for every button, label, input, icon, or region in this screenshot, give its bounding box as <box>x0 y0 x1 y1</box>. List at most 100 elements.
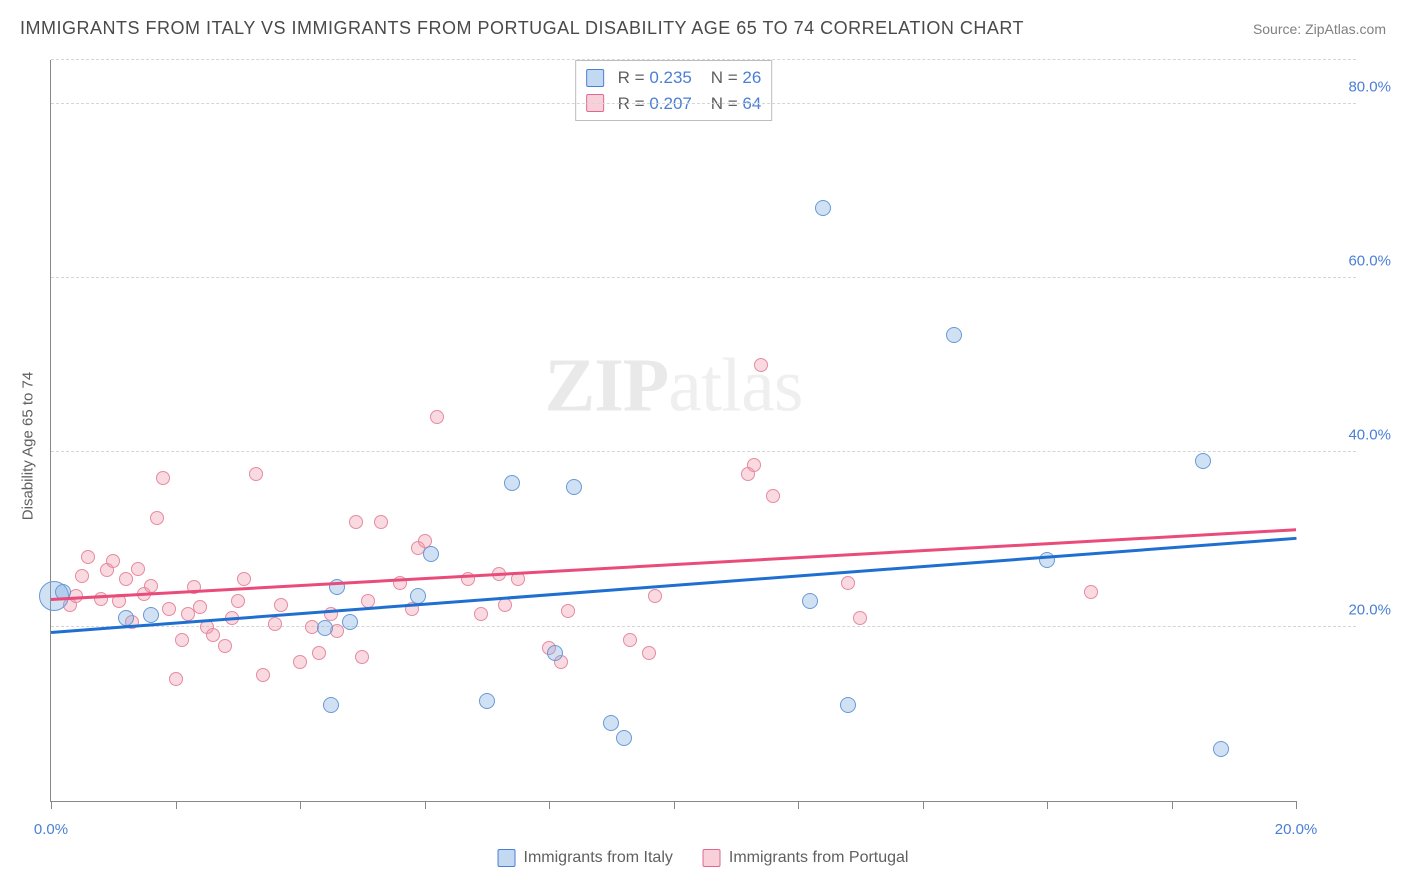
watermark-bold: ZIP <box>545 344 669 428</box>
data-point-portugal <box>418 534 432 548</box>
x-tick <box>674 801 675 809</box>
data-point-italy <box>118 610 134 626</box>
data-point-italy <box>317 620 333 636</box>
data-point-portugal <box>305 620 319 634</box>
r-value-italy: 0.235 <box>649 68 692 87</box>
watermark-light: atlas <box>668 344 802 428</box>
stats-legend-box: R = 0.235 N = 26 R = 0.207 N = 64 <box>575 60 773 121</box>
data-point-portugal <box>1084 585 1098 599</box>
data-point-italy <box>423 546 439 562</box>
data-point-italy <box>547 645 563 661</box>
r-label: R = <box>618 68 650 87</box>
grid-line <box>51 277 1356 278</box>
data-point-portugal <box>268 617 282 631</box>
data-point-portugal <box>256 668 270 682</box>
data-point-portugal <box>623 633 637 647</box>
data-point-portugal <box>231 594 245 608</box>
data-point-portugal <box>474 607 488 621</box>
data-point-portugal <box>144 579 158 593</box>
data-point-portugal <box>274 598 288 612</box>
data-point-italy <box>342 614 358 630</box>
data-point-portugal <box>411 541 425 555</box>
data-point-portugal <box>430 410 444 424</box>
x-tick <box>1172 801 1173 809</box>
x-tick <box>176 801 177 809</box>
data-point-portugal <box>81 550 95 564</box>
trend-line-portugal <box>51 528 1296 600</box>
x-tick <box>923 801 924 809</box>
legend-item-portugal: Immigrants from Portugal <box>703 849 909 867</box>
y-tick-label: 80.0% <box>1331 78 1391 95</box>
data-point-portugal <box>63 598 77 612</box>
legend-label-italy: Immigrants from Italy <box>524 849 673 867</box>
data-point-portugal <box>175 633 189 647</box>
data-point-portugal <box>162 602 176 616</box>
data-point-portugal <box>766 489 780 503</box>
data-point-italy <box>840 697 856 713</box>
data-point-portugal <box>542 641 556 655</box>
swatch-italy-icon <box>586 69 604 87</box>
data-point-italy <box>802 593 818 609</box>
data-point-portugal <box>349 515 363 529</box>
y-tick-label: 20.0% <box>1331 601 1391 618</box>
x-tick <box>1047 801 1048 809</box>
trend-line-italy <box>51 537 1296 634</box>
x-tick <box>300 801 301 809</box>
watermark: ZIPatlas <box>545 343 803 430</box>
x-tick <box>425 801 426 809</box>
data-point-italy <box>946 327 962 343</box>
x-tick <box>51 801 52 809</box>
data-point-portugal <box>181 607 195 621</box>
data-point-portugal <box>498 598 512 612</box>
chart-title: IMMIGRANTS FROM ITALY VS IMMIGRANTS FROM… <box>20 18 1024 39</box>
data-point-portugal <box>361 594 375 608</box>
data-point-italy <box>1213 741 1229 757</box>
swatch-portugal-icon <box>703 849 721 867</box>
series-legend: Immigrants from Italy Immigrants from Po… <box>498 849 909 867</box>
data-point-italy <box>1195 453 1211 469</box>
stats-row-italy: R = 0.235 N = 26 <box>586 65 762 91</box>
data-point-portugal <box>218 639 232 653</box>
data-point-portugal <box>741 467 755 481</box>
data-point-portugal <box>193 600 207 614</box>
data-point-portugal <box>293 655 307 669</box>
data-point-italy <box>603 715 619 731</box>
y-tick-label: 40.0% <box>1331 427 1391 444</box>
legend-item-italy: Immigrants from Italy <box>498 849 673 867</box>
data-point-portugal <box>754 358 768 372</box>
chart-source: Source: ZipAtlas.com <box>1253 21 1386 37</box>
data-point-portugal <box>131 562 145 576</box>
scatter-plot-area: ZIPatlas R = 0.235 N = 26 R = 0.207 N = … <box>50 60 1296 802</box>
data-point-italy <box>143 607 159 623</box>
data-point-portugal <box>841 576 855 590</box>
data-point-portugal <box>75 569 89 583</box>
y-axis-title: Disability Age 65 to 74 <box>20 372 37 520</box>
data-point-portugal <box>100 563 114 577</box>
source-label: Source: <box>1253 21 1305 37</box>
x-tick-label: 20.0% <box>1275 821 1318 838</box>
data-point-italy <box>616 730 632 746</box>
data-point-portugal <box>355 650 369 664</box>
grid-line <box>51 626 1356 627</box>
data-point-portugal <box>94 592 108 606</box>
grid-line <box>51 103 1356 104</box>
data-point-portugal <box>312 646 326 660</box>
data-point-portugal <box>374 515 388 529</box>
y-tick-label: 60.0% <box>1331 252 1391 269</box>
x-tick <box>1296 801 1297 809</box>
data-point-portugal <box>150 511 164 525</box>
data-point-italy <box>504 475 520 491</box>
data-point-portugal <box>642 646 656 660</box>
data-point-italy <box>479 693 495 709</box>
swatch-italy-icon <box>498 849 516 867</box>
data-point-portugal <box>853 611 867 625</box>
data-point-portugal <box>206 628 220 642</box>
source-name: ZipAtlas.com <box>1305 21 1386 37</box>
n-label: N = <box>711 68 743 87</box>
data-point-portugal <box>106 554 120 568</box>
data-point-portugal <box>237 572 251 586</box>
legend-label-portugal: Immigrants from Portugal <box>729 849 909 867</box>
n-value-italy: 26 <box>742 68 761 87</box>
data-point-portugal <box>119 572 133 586</box>
data-point-portugal <box>747 458 761 472</box>
